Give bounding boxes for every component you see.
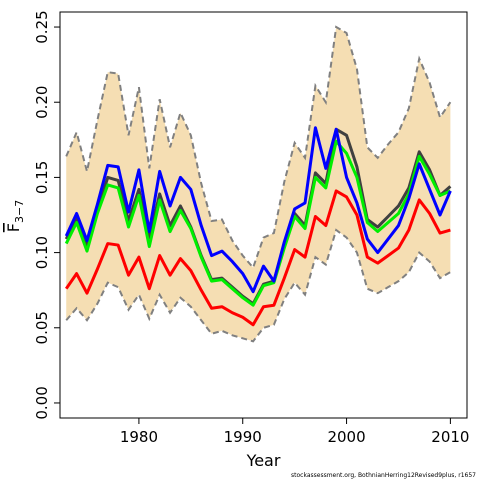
x-axis-title: Year	[246, 451, 281, 470]
y-axis-title-subscript: 3−7	[13, 200, 26, 223]
x-tick-label: 1990	[224, 428, 262, 446]
x-tick-label: 1980	[120, 428, 158, 446]
series-line-4	[64, 189, 451, 327]
y-axis-title-text: F3−7	[4, 200, 26, 232]
y-tick-label: 0.25	[33, 10, 51, 43]
y-tick-label: 0.20	[33, 86, 51, 119]
y-axis-title: F3−7	[4, 200, 26, 232]
y-tick-label: 0.15	[33, 161, 51, 194]
y-axis-title-main: F	[4, 223, 23, 232]
x-tick-label: 2010	[431, 428, 469, 446]
x-tick-label: 2000	[327, 428, 365, 446]
series-lines	[64, 126, 452, 327]
series-line-2	[64, 139, 451, 307]
x-axis: 1980 1990 2000 2010	[120, 418, 469, 446]
y-tick-label: 0.00	[33, 386, 51, 419]
series-line-3	[64, 126, 452, 294]
plot-frame	[59, 11, 468, 419]
band-lower-edge	[65, 228, 451, 343]
y-tick-label: 0.10	[33, 236, 51, 269]
y-tick-label: 0.05	[33, 311, 51, 344]
y-axis: 0.00 0.05 0.10 0.15 0.20 0.25	[33, 10, 60, 420]
footnote: stockassessment.org, BothnianHerring12Re…	[291, 472, 476, 479]
band-upper-edge	[65, 25, 452, 270]
